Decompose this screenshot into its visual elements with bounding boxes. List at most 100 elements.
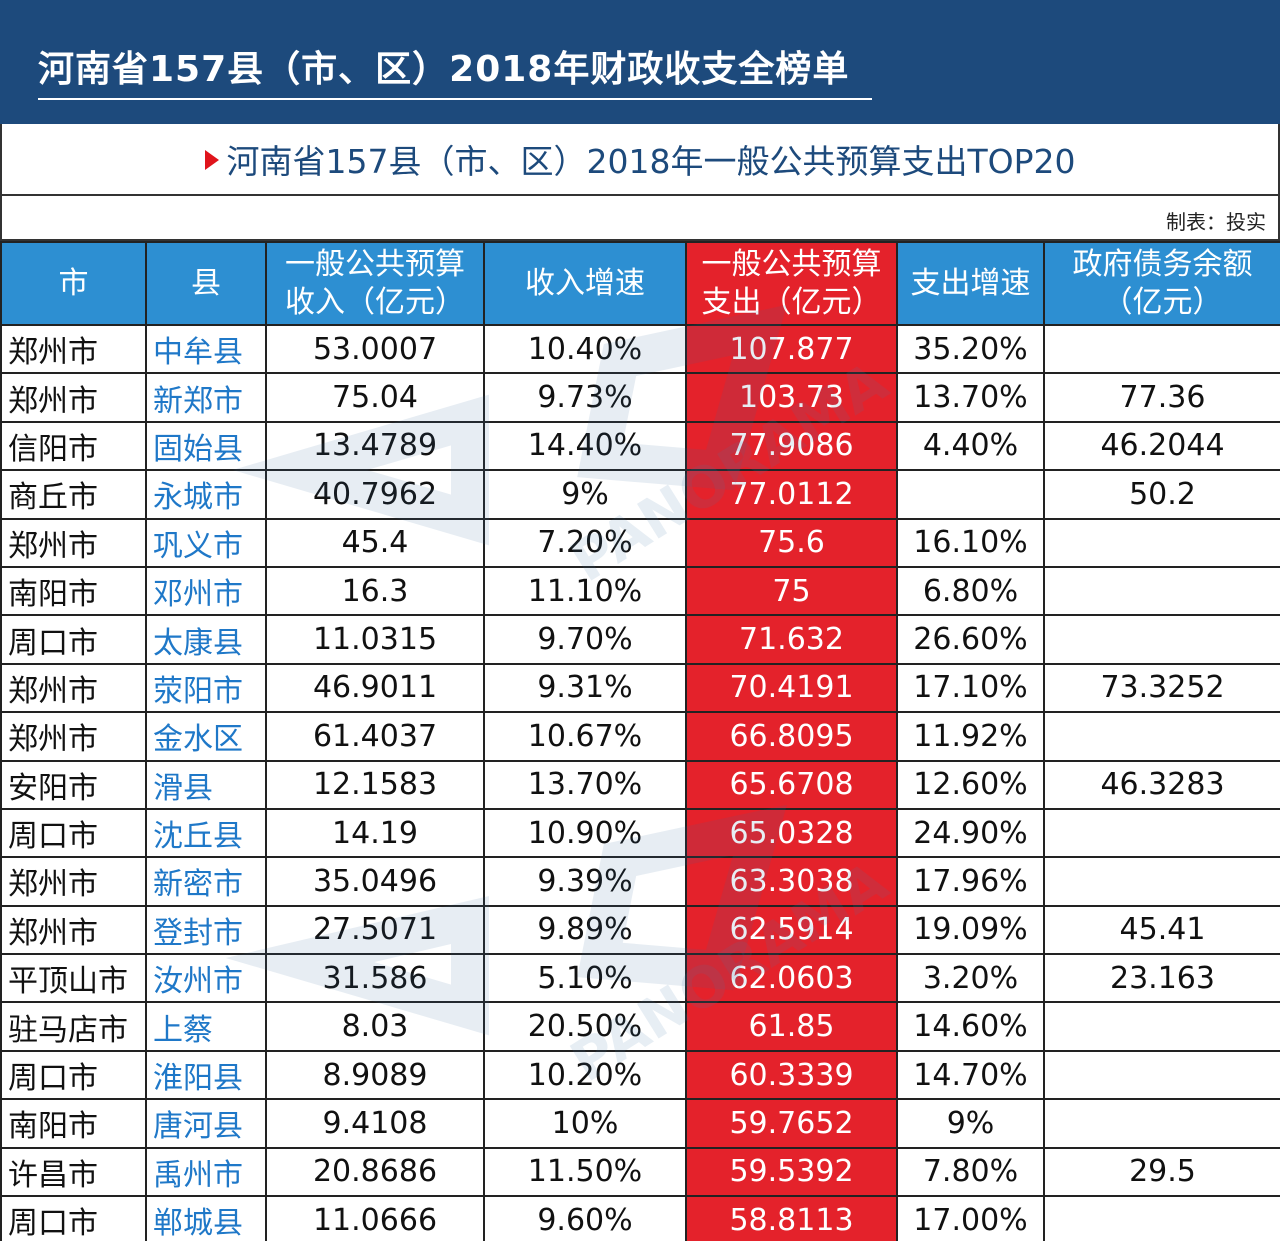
- city-cell: 安阳市: [0, 759, 147, 810]
- county-cell: 沈丘县: [145, 807, 267, 859]
- county-cell: 新郑市: [145, 372, 267, 423]
- debt-cell: [1043, 711, 1280, 762]
- table-row: 南阳市 邓州市 16.3 11.10% 75 6.80%: [0, 565, 1280, 617]
- table-row: 郑州市 新密市 35.0496 9.39% 63.3038 17.96%: [0, 856, 1280, 907]
- table-credit: 制表：投实: [1166, 210, 1266, 234]
- city-cell: 郑州市: [0, 517, 147, 568]
- city-cell: 许昌市: [0, 1146, 147, 1198]
- expenditure-cell: 77.0112: [685, 469, 898, 520]
- expenditure-cell: 70.4191: [685, 662, 898, 714]
- debt-cell: [1043, 1049, 1280, 1101]
- city-cell: 郑州市: [0, 372, 147, 423]
- revenue-growth-cell: 11.50%: [483, 1146, 687, 1198]
- county-cell: 永城市: [145, 469, 267, 520]
- table-row: 周口市 郸城县 11.0666 9.60% 58.8113 17.00%: [0, 1195, 1280, 1241]
- county-cell: 唐河县: [145, 1098, 267, 1149]
- expenditure-growth-cell: 9%: [896, 1098, 1045, 1149]
- col-debt-header: 政府债务余额 （亿元）: [1043, 241, 1280, 326]
- city-cell: 郑州市: [0, 323, 147, 375]
- revenue-growth-cell: 13.70%: [483, 759, 687, 810]
- expenditure-growth-cell: 17.00%: [896, 1195, 1045, 1241]
- debt-cell: 77.36: [1043, 372, 1280, 423]
- table-row: 郑州市 荥阳市 46.9011 9.31% 70.4191 17.10% 73.3252: [0, 662, 1280, 714]
- city-cell: 南阳市: [0, 565, 147, 617]
- county-cell: 固始县: [145, 420, 267, 472]
- revenue-growth-cell: 10.90%: [483, 807, 687, 859]
- table-row: 周口市 沈丘县 14.19 10.90% 65.0328 24.90%: [0, 807, 1280, 859]
- revenue-cell: 61.4037: [265, 711, 485, 762]
- expenditure-growth-cell: [896, 469, 1045, 520]
- expenditure-growth-cell: 6.80%: [896, 565, 1045, 617]
- debt-cell: [1043, 807, 1280, 859]
- expenditure-cell: 59.5392: [685, 1146, 898, 1198]
- title-underline: [38, 98, 872, 100]
- revenue-cell: 35.0496: [265, 856, 485, 907]
- revenue-cell: 11.0666: [265, 1195, 485, 1241]
- county-cell: 太康县: [145, 614, 267, 665]
- table-header-row: 市县一般公共预算 收入（亿元） 收入增速 一般公共预算 支出（亿元） 支出增速 政府债务…: [0, 241, 1280, 326]
- debt-cell: [1043, 565, 1280, 617]
- table-row: 周口市 太康县 11.0315 9.70% 71.632 26.60%: [0, 614, 1280, 665]
- col-county-header: 县: [145, 241, 267, 326]
- table-row: 周口市 淮阳县 8.9089 10.20% 60.3339 14.70%: [0, 1049, 1280, 1101]
- county-cell: 荥阳市: [145, 662, 267, 714]
- table-row: 商丘市 永城市 40.7962 9% 77.0112 50.2: [0, 469, 1280, 520]
- table-row: 信阳市 固始县 13.4789 14.40% 77.9086 4.40% 46.2044: [0, 420, 1280, 472]
- debt-cell: 46.3283: [1043, 759, 1280, 810]
- expenditure-cell: 65.0328: [685, 807, 898, 859]
- expenditure-cell: 71.632: [685, 614, 898, 665]
- expenditure-growth-cell: 3.20%: [896, 953, 1045, 1004]
- table-row: 郑州市 登封市 27.5071 9.89% 62.5914 19.09% 45.41: [0, 904, 1280, 956]
- county-cell: 汝州市: [145, 953, 267, 1004]
- revenue-cell: 9.4108: [265, 1098, 485, 1149]
- expenditure-cell: 75: [685, 565, 898, 617]
- debt-cell: [1043, 323, 1280, 375]
- county-cell: 金水区: [145, 711, 267, 762]
- expenditure-cell: 59.7652: [685, 1098, 898, 1149]
- revenue-growth-cell: 7.20%: [483, 517, 687, 568]
- expenditure-cell: 60.3339: [685, 1049, 898, 1101]
- debt-cell: [1043, 856, 1280, 907]
- revenue-growth-cell: 9.39%: [483, 856, 687, 907]
- revenue-growth-cell: 9.60%: [483, 1195, 687, 1241]
- expenditure-growth-cell: 14.60%: [896, 1001, 1045, 1052]
- city-cell: 周口市: [0, 1049, 147, 1101]
- revenue-growth-cell: 10.67%: [483, 711, 687, 762]
- revenue-cell: 11.0315: [265, 614, 485, 665]
- city-cell: 郑州市: [0, 711, 147, 762]
- expenditure-growth-cell: 16.10%: [896, 517, 1045, 568]
- city-cell: 信阳市: [0, 420, 147, 472]
- revenue-growth-cell: 10.20%: [483, 1049, 687, 1101]
- col-city-header: 市: [0, 241, 147, 326]
- revenue-cell: 8.9089: [265, 1049, 485, 1101]
- revenue-cell: 13.4789: [265, 420, 485, 472]
- county-cell: 上蔡: [145, 1001, 267, 1052]
- city-cell: 周口市: [0, 807, 147, 859]
- city-cell: 周口市: [0, 1195, 147, 1241]
- revenue-cell: 40.7962: [265, 469, 485, 520]
- expenditure-growth-cell: 26.60%: [896, 614, 1045, 665]
- revenue-growth-cell: 20.50%: [483, 1001, 687, 1052]
- county-cell: 新密市: [145, 856, 267, 907]
- revenue-growth-cell: 9.73%: [483, 372, 687, 423]
- city-cell: 驻马店市: [0, 1001, 147, 1052]
- revenue-cell: 12.1583: [265, 759, 485, 810]
- expenditure-growth-cell: 24.90%: [896, 807, 1045, 859]
- revenue-cell: 46.9011: [265, 662, 485, 714]
- subtitle-bar: 河南省157县（市、区）2018年一般公共预算支出TOP20: [0, 124, 1280, 194]
- county-cell: 淮阳县: [145, 1049, 267, 1101]
- expenditure-growth-cell: 35.20%: [896, 323, 1045, 375]
- table-subtitle: 河南省157县（市、区）2018年一般公共预算支出TOP20: [226, 142, 1076, 181]
- expenditure-cell: 62.5914: [685, 904, 898, 956]
- debt-cell: [1043, 517, 1280, 568]
- expenditure-growth-cell: 17.96%: [896, 856, 1045, 907]
- expenditure-growth-cell: 11.92%: [896, 711, 1045, 762]
- debt-cell: 46.2044: [1043, 420, 1280, 472]
- revenue-cell: 8.03: [265, 1001, 485, 1052]
- expenditure-growth-cell: 12.60%: [896, 759, 1045, 810]
- credit-bar: 制表：投实: [0, 194, 1280, 241]
- city-cell: 郑州市: [0, 856, 147, 907]
- revenue-growth-cell: 11.10%: [483, 565, 687, 617]
- expenditure-cell: 61.85: [685, 1001, 898, 1052]
- revenue-cell: 16.3: [265, 565, 485, 617]
